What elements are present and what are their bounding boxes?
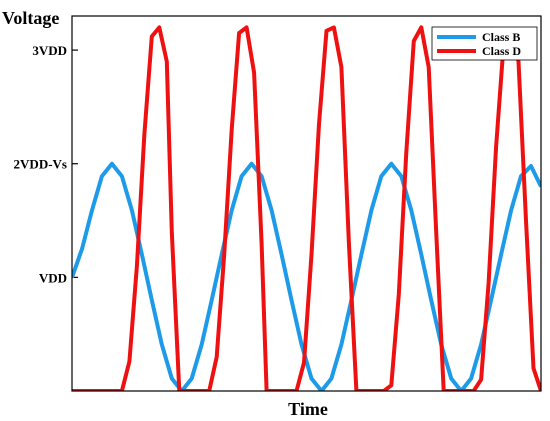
y-ticks: VDD 2VDD-Vs 3VDD xyxy=(14,43,78,285)
legend-box xyxy=(431,26,538,61)
series-line-class-d xyxy=(72,25,541,391)
series-layer xyxy=(72,25,541,391)
y-tick-label: 2VDD-Vs xyxy=(14,157,67,172)
plot-frame xyxy=(71,15,542,392)
y-axis-label: Voltage xyxy=(2,8,59,28)
legend-label: Class B xyxy=(482,30,520,44)
series-line-class-b xyxy=(72,161,541,391)
x-axis-label: Time xyxy=(288,399,328,419)
y-tick-label: VDD xyxy=(39,270,67,285)
legend-label: Class D xyxy=(482,44,521,58)
y-tick-label: 3VDD xyxy=(32,43,67,58)
